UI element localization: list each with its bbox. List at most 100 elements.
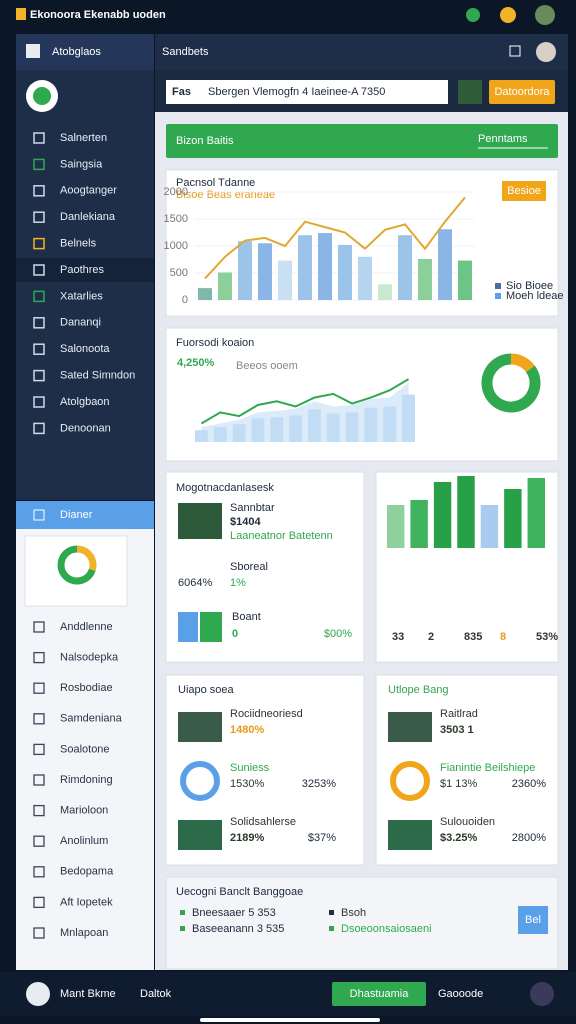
menu-item[interactable]: Bedopama [60, 866, 114, 878]
menu-icon [33, 713, 45, 725]
menu-item[interactable]: Xatarlies [60, 290, 103, 302]
bar [438, 229, 452, 300]
menu-item[interactable]: Soalotone [60, 743, 110, 755]
bar [232, 424, 246, 442]
bar [308, 409, 321, 442]
bar [278, 260, 292, 300]
menu-icon [33, 682, 45, 694]
bar-label: 53% [536, 631, 558, 643]
bar [387, 505, 405, 548]
bar [198, 288, 212, 300]
button-label[interactable]: Datoordora [494, 86, 550, 98]
menu-item[interactable]: Dananqi [60, 317, 101, 329]
bar-label: 835 [464, 631, 482, 643]
active-item-label[interactable]: Dianer [60, 509, 93, 521]
card-button[interactable] [518, 906, 548, 934]
avatar [26, 982, 50, 1006]
menu-item[interactable]: Sated Simndon [60, 370, 135, 382]
menu-item[interactable]: Anolinlum [60, 835, 108, 847]
action-icon [530, 982, 554, 1006]
menu-item[interactable]: Marioloon [60, 805, 108, 817]
thumbnail [178, 820, 222, 850]
menu-item[interactable]: Samdeniana [60, 713, 123, 725]
bullet [180, 926, 185, 931]
thumbnail [388, 820, 432, 850]
button-label[interactable]: Dhastuamia [350, 988, 410, 1000]
chart-title: Pacnsol Tdanne [176, 177, 255, 189]
bar [504, 489, 522, 548]
row-title: Sulouoiden [440, 816, 495, 828]
menu-item[interactable]: Mnlapoan [60, 927, 108, 939]
sidebar-title[interactable]: Atobglaos [52, 46, 101, 58]
bullet [180, 910, 185, 915]
menu-item[interactable]: Denoonan [60, 422, 111, 434]
badge-label[interactable]: Besioe [507, 185, 541, 197]
bar [195, 430, 208, 442]
bottom-link[interactable]: Daltok [140, 988, 172, 1000]
menu-button[interactable] [509, 45, 521, 57]
menu-item[interactable]: Belnels [60, 238, 97, 250]
bar-label: 33 [392, 631, 404, 643]
list-item: Dsoeoonsaiosaeni [341, 923, 432, 935]
chart-subtitle: Bisoe Beas eraneae [176, 189, 275, 201]
row-right: 3253% [302, 778, 336, 790]
user-name: Mant Bkme [60, 988, 116, 1000]
bullet [329, 926, 334, 931]
row-value: 1480% [230, 724, 264, 736]
row-right: $37% [308, 832, 336, 844]
search-box[interactable] [166, 80, 448, 104]
bottom-button[interactable] [332, 982, 426, 1006]
menu-icon [33, 211, 45, 223]
row-name: Sboreal [230, 561, 268, 573]
active-item[interactable] [16, 501, 154, 529]
y-tick-label: 1500 [164, 213, 188, 225]
banner-title: Bizon Baitis [176, 135, 234, 147]
menu-icon [33, 132, 45, 144]
donut-segment [481, 353, 541, 413]
menu-icon [33, 774, 45, 786]
card-title: Utlope Bang [388, 684, 449, 696]
menu-item[interactable]: Anddlenne [60, 621, 113, 633]
menu-item[interactable]: Nalsodepka [60, 652, 119, 664]
row-title: Raitlrad [440, 708, 478, 720]
menu-item[interactable]: Atolgbaon [60, 396, 110, 408]
bar [251, 418, 265, 442]
bar [457, 476, 475, 548]
highlight-row [16, 258, 154, 282]
row-value: 1530% [230, 778, 264, 790]
bottom-bar [0, 972, 576, 1016]
app-icon [16, 8, 26, 20]
bar [433, 482, 452, 548]
card-title: Uiapo soea [178, 684, 235, 696]
app-title: Ekonoora Ekenabb uoden [30, 9, 166, 21]
menu-item[interactable]: Paothres [60, 264, 105, 276]
row-value: 0 [232, 628, 238, 640]
bottom-link[interactable]: Gaooode [438, 988, 483, 1000]
menu-item[interactable]: Salnerten [60, 132, 107, 144]
menu-item[interactable]: Saingsia [60, 158, 103, 170]
sidebar-logo [26, 44, 40, 58]
sidebar-profile-icon [33, 87, 51, 105]
badge[interactable] [502, 181, 546, 201]
avatar [458, 80, 482, 104]
button-label[interactable]: Bel [525, 914, 541, 926]
menu-item[interactable]: Rimdoning [60, 774, 113, 786]
top-header [155, 34, 568, 70]
bar [402, 394, 415, 442]
menu-item[interactable]: Salonoota [60, 343, 110, 355]
menu-item[interactable]: Aoogtanger [60, 185, 117, 197]
banner [166, 124, 558, 158]
bar [345, 412, 359, 442]
bar-label: 8 [500, 631, 506, 643]
banner-action[interactable]: Penntams [478, 133, 528, 145]
menu-icon [33, 509, 45, 521]
bar [383, 406, 397, 442]
menu-item[interactable]: Aft Iopetek [60, 896, 113, 908]
search-button[interactable] [489, 80, 555, 104]
menu-item[interactable]: Danlekiana [60, 211, 116, 223]
menu-item[interactable]: Rosbodiae [60, 682, 113, 694]
row-value: 3503 1 [440, 724, 474, 736]
bar [218, 272, 232, 300]
row-name: Sannbtar [230, 502, 275, 514]
